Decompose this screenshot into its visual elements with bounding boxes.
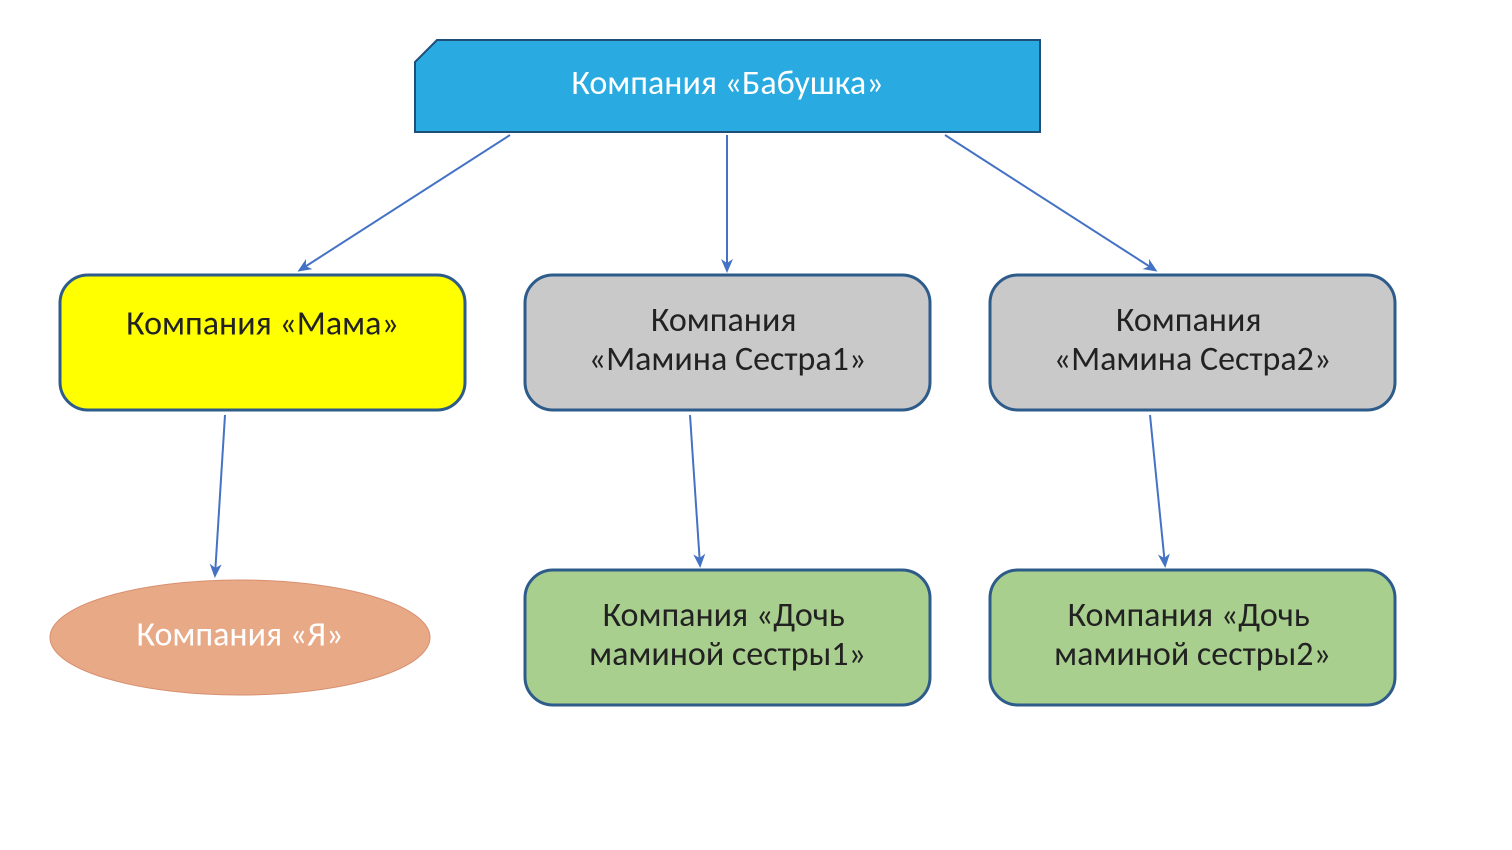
org-tree-diagram: Компания «Бабушка» Компания «Мама» Компа… — [0, 0, 1512, 850]
node-sister1: Компания «Мамина Сестра1» — [525, 275, 930, 410]
node-daughter1: Компания «Дочь маминой сестры1» — [525, 570, 930, 705]
node-root: Компания «Бабушка» — [415, 40, 1040, 132]
node-sister2: Компания «Мамина Сестра2» — [990, 275, 1395, 410]
node-root-label: Компания «Бабушка» — [571, 63, 883, 104]
edge — [690, 415, 700, 565]
edge — [300, 135, 510, 270]
node-me-label: Компания «Я» — [137, 615, 344, 656]
edge — [215, 415, 225, 575]
node-mama-label: Компания «Мама» — [126, 303, 399, 344]
node-mama: Компания «Мама» — [60, 275, 465, 410]
node-daughter2: Компания «Дочь маминой сестры2» — [990, 570, 1395, 705]
edge — [945, 135, 1155, 270]
node-daughter1-label: Компания «Дочь маминой сестры1» — [589, 595, 866, 675]
node-me: Компания «Я» — [50, 580, 430, 695]
node-daughter2-label: Компания «Дочь маминой сестры2» — [1054, 595, 1331, 675]
edge — [1150, 415, 1165, 565]
